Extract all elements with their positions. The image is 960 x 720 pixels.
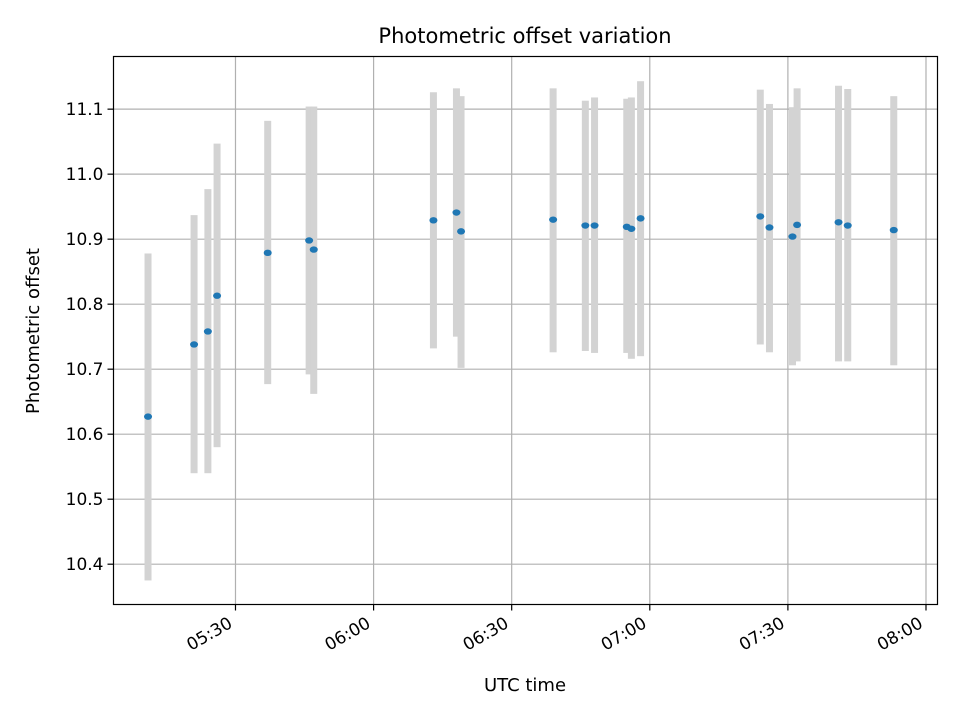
plot-frame — [112, 55, 939, 606]
data-points — [144, 209, 898, 420]
y-tick-label: 10.9 — [66, 230, 104, 250]
y-tick-label: 10.5 — [66, 490, 104, 510]
y-tick-label: 10.8 — [66, 295, 104, 315]
data-point — [627, 225, 636, 232]
data-point — [636, 215, 645, 222]
data-point — [590, 222, 599, 229]
data-point — [756, 213, 765, 220]
data-point — [765, 224, 774, 231]
y-axis-label: Photometric offset — [23, 248, 44, 414]
y-axis-ticks: 10.4 10.5 10.6 10.7 10.8 10.9 11.0 11.1 — [66, 100, 114, 575]
y-tick-label: 10.6 — [66, 425, 104, 445]
data-point — [452, 209, 461, 216]
data-point — [190, 341, 199, 348]
data-point — [429, 217, 438, 224]
data-point — [203, 328, 212, 335]
data-point — [144, 413, 153, 420]
data-point — [305, 237, 314, 244]
x-axis-label: UTC time — [484, 675, 566, 696]
chart-title: Photometric offset variation — [378, 24, 671, 48]
data-point — [263, 249, 272, 257]
data-point — [309, 246, 318, 253]
data-point — [834, 219, 843, 226]
data-point — [549, 216, 558, 223]
y-tick-label: 11.0 — [66, 165, 104, 185]
data-point — [457, 228, 466, 235]
data-point — [213, 292, 222, 299]
y-tick-label: 10.7 — [66, 360, 104, 380]
data-point — [788, 233, 797, 240]
y-tick-label: 10.4 — [66, 555, 104, 575]
data-point — [581, 222, 590, 229]
data-point — [793, 221, 802, 229]
data-point — [843, 222, 852, 229]
data-point — [889, 226, 898, 234]
y-tick-label: 11.1 — [66, 100, 104, 120]
